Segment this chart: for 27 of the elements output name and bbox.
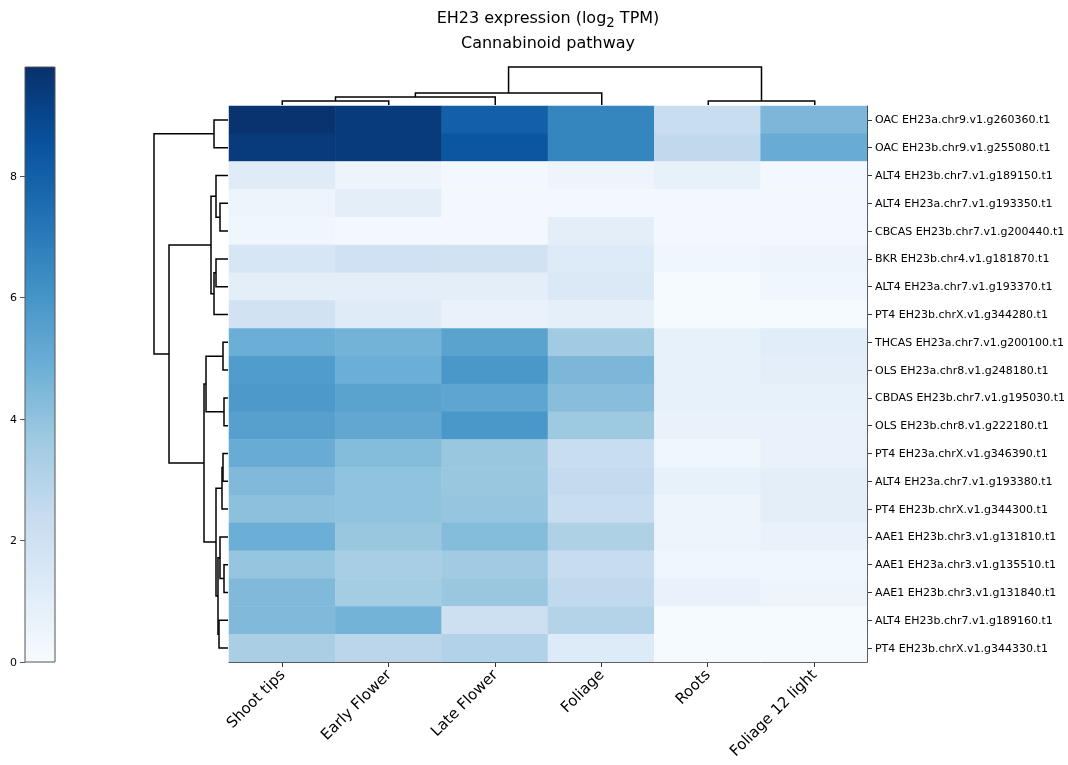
chart-title: EH23 expression (log$_{2}$ TPM)	[435, 8, 661, 33]
y-tick-label: OAC EH23a.chr9.v1.g260360.t1	[874, 113, 1051, 127]
color-bar-label: 0	[10, 655, 17, 669]
y-tick-label: ALT4 EH23b.chr7.v1.g189150.t1	[874, 169, 1053, 182]
color-bar-label: 8	[10, 169, 17, 183]
y-tick-label: BKR EH23b.chr4.v1.g181870.t1	[874, 252, 1050, 266]
color-bar-label: 4	[10, 412, 17, 426]
y-tick-label: AAE1 EH23b.chr3.v1.g131840.t1	[874, 586, 1057, 599]
y-tick-label: ALT4 EH23b.chr7.v1.g189160.t1	[874, 613, 1053, 627]
y-tick-label: ALT4 EH23a.chr7.v1.g193350.t1	[874, 196, 1053, 210]
color-bar-label: 2	[10, 534, 17, 548]
y-tick-label: CBCAS EH23b.chr7.v1.g200440.t1	[874, 224, 1065, 238]
y-tick-label: PT4 EH23b.chrX.v1.g344280.t1	[874, 308, 1048, 321]
y-tick-label: THCAS EH23a.chr7.v1.g200100.t1	[873, 335, 1064, 349]
y-tick-label: CBDAS EH23b.chr7.v1.g195030.t1	[874, 391, 1065, 405]
y-tick-label: OAC EH23b.chr9.v1.g255080.t1	[874, 141, 1051, 155]
y-tick-label: OLS EH23a.chr8.v1.g248180.t1	[874, 363, 1049, 377]
y-tick-label: ALT4 EH23a.chr7.v1.g193370.t1	[874, 280, 1053, 294]
y-tick-label: ALT4 EH23a.chr7.v1.g193380.t1	[874, 474, 1053, 488]
y-tick-label: PT4 EH23a.chrX.v1.g346390.t1	[874, 447, 1048, 460]
y-tick-label: PT4 EH23b.chrX.v1.g344330.t1	[874, 641, 1048, 655]
color-bar-label: 6	[10, 291, 17, 305]
y-tick-label: AAE1 EH23a.chr3.v1.g135510.t1	[874, 558, 1057, 572]
y-tick-label: AAE1 EH23b.chr3.v1.g131810.t1	[874, 530, 1057, 544]
chart-subtitle: Cannabinoid pathway	[460, 33, 636, 54]
y-tick-label: PT4 EH23b.chrX.v1.g344300.t1	[874, 502, 1048, 516]
y-tick-label: OLS EH23b.chr8.v1.g222180.t1	[874, 419, 1049, 433]
